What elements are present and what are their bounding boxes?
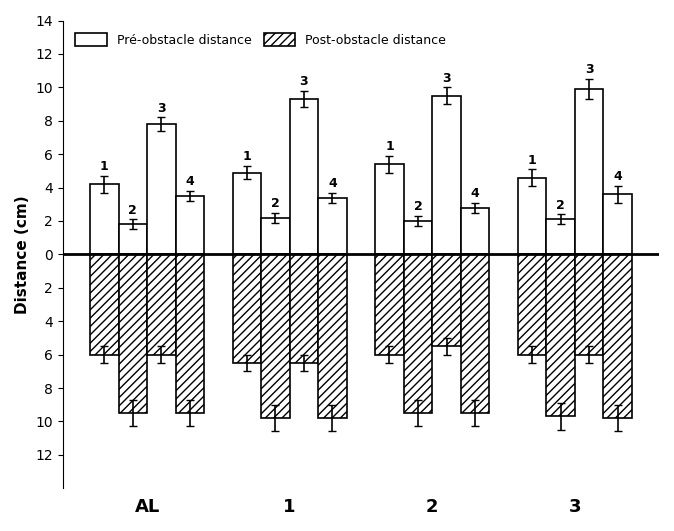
Text: 4: 4 <box>613 170 622 183</box>
Text: 4: 4 <box>470 187 479 200</box>
Bar <box>547 254 575 416</box>
Bar <box>461 208 489 254</box>
Bar <box>147 254 175 355</box>
Text: 2: 2 <box>271 197 280 210</box>
Bar <box>290 254 318 363</box>
Text: 2: 2 <box>556 199 565 212</box>
Bar <box>318 254 346 418</box>
Bar <box>175 196 204 254</box>
Bar <box>119 254 147 413</box>
Text: 1: 1 <box>528 153 537 167</box>
Bar <box>547 219 575 254</box>
Bar <box>375 254 404 355</box>
Bar <box>375 164 404 254</box>
Text: 3: 3 <box>157 102 166 115</box>
Bar <box>90 254 119 355</box>
Bar <box>290 99 318 254</box>
Bar <box>603 194 632 254</box>
Bar <box>119 224 147 254</box>
Bar <box>404 221 432 254</box>
Text: 2: 2 <box>129 204 137 217</box>
Y-axis label: Distance (cm): Distance (cm) <box>15 195 30 314</box>
Bar <box>432 254 461 346</box>
Bar <box>175 254 204 413</box>
Text: 2: 2 <box>414 201 423 213</box>
Legend: Pré-obstacle distance, Post-obstacle distance: Pré-obstacle distance, Post-obstacle dis… <box>69 27 452 53</box>
Bar <box>318 198 346 254</box>
Text: 4: 4 <box>328 177 337 190</box>
Text: 3: 3 <box>300 75 308 88</box>
Bar <box>432 96 461 254</box>
Bar <box>147 124 175 254</box>
Text: 4: 4 <box>185 175 194 189</box>
Bar <box>233 254 261 363</box>
Bar <box>518 254 547 355</box>
Text: 3: 3 <box>585 64 593 76</box>
Bar <box>603 254 632 418</box>
Bar <box>575 254 603 355</box>
Text: 3: 3 <box>442 72 451 85</box>
Bar <box>575 89 603 254</box>
Text: 1: 1 <box>243 150 251 164</box>
Text: 1: 1 <box>100 160 109 173</box>
Bar <box>261 218 290 254</box>
Bar <box>461 254 489 413</box>
Bar <box>518 177 547 254</box>
Bar <box>90 184 119 254</box>
Bar <box>404 254 432 413</box>
Bar <box>233 173 261 254</box>
Text: 1: 1 <box>385 140 394 153</box>
Bar <box>261 254 290 418</box>
